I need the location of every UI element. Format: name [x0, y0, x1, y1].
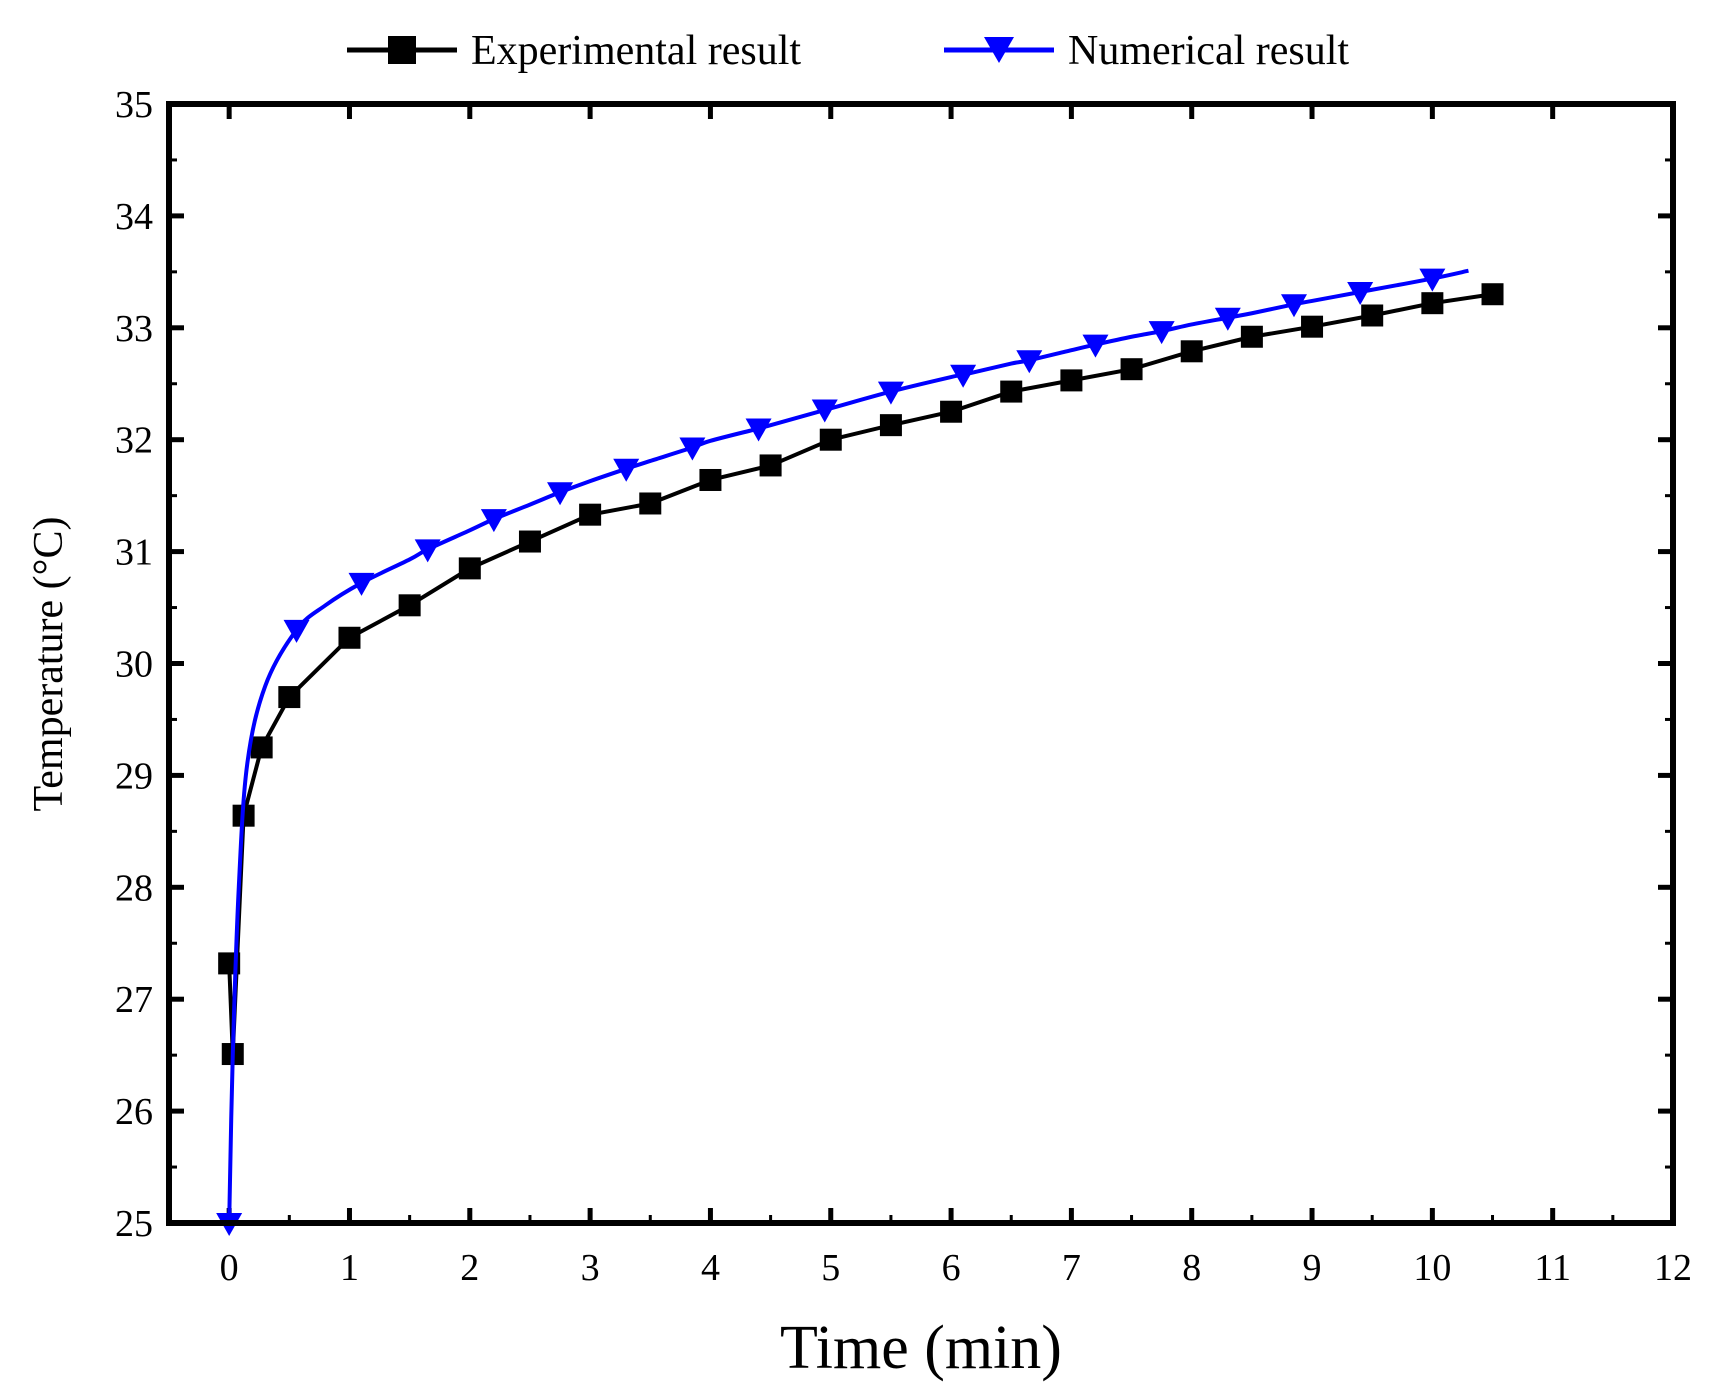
x-axis-title: Time (min)	[780, 1314, 1062, 1382]
x-tick-label: 12	[1654, 1247, 1692, 1289]
x-tick-label: 3	[581, 1247, 600, 1289]
plot-series	[216, 268, 1504, 1236]
data-point-numerical	[1214, 307, 1241, 331]
data-point-experimental	[579, 503, 602, 526]
data-point-experimental	[1361, 304, 1384, 327]
data-point-experimental	[1060, 369, 1083, 392]
tick-marks	[167, 101, 1676, 1226]
legend-label-numerical: Numerical result	[1068, 28, 1349, 74]
legend-item-numerical: Numerical result	[944, 28, 1349, 74]
series-line-numerical	[227, 268, 1469, 1224]
y-tick-label: 33	[115, 308, 153, 350]
data-point-numerical	[1347, 281, 1374, 305]
x-tick-label: 4	[701, 1247, 720, 1289]
plot-frame	[166, 101, 1676, 1226]
data-point-experimental	[879, 414, 902, 437]
data-point-experimental	[278, 686, 301, 709]
y-tick-label: 27	[115, 979, 153, 1021]
data-point-numerical	[414, 539, 441, 563]
data-point-experimental	[518, 530, 541, 553]
y-tick-label: 25	[115, 1203, 153, 1245]
data-point-experimental	[699, 468, 722, 491]
data-point-numerical	[613, 458, 640, 482]
data-point-experimental	[1301, 315, 1324, 338]
x-tick-label: 2	[460, 1247, 479, 1289]
y-tick-label: 29	[115, 755, 153, 797]
data-point-experimental	[458, 557, 481, 580]
y-tick-label: 31	[115, 532, 153, 574]
data-point-numerical	[1419, 268, 1446, 292]
data-point-experimental	[338, 626, 361, 649]
data-point-numerical	[877, 381, 904, 405]
y-tick-label: 34	[115, 196, 153, 238]
x-tick-label: 0	[220, 1247, 239, 1289]
y-axis-title: Temperature (°C)	[26, 517, 72, 812]
data-point-experimental	[1000, 380, 1023, 403]
data-point-experimental	[940, 400, 963, 423]
x-tick-label: 5	[821, 1247, 840, 1289]
x-tick-label: 10	[1413, 1247, 1451, 1289]
y-tick-label: 26	[115, 1091, 153, 1133]
data-point-experimental	[250, 736, 273, 759]
data-point-numerical	[1016, 350, 1043, 374]
data-point-experimental	[1180, 340, 1203, 363]
data-point-numerical	[1148, 321, 1175, 345]
data-point-experimental	[1240, 325, 1263, 348]
data-point-numerical	[547, 482, 574, 506]
data-point-numerical	[950, 364, 977, 388]
data-point-experimental	[398, 594, 421, 617]
legend-marker-experimental	[388, 36, 416, 64]
data-point-experimental	[639, 492, 662, 515]
data-point-experimental	[1120, 358, 1143, 381]
legend-item-experimental: Experimental result	[347, 28, 801, 74]
y-tick-label: 32	[115, 420, 153, 462]
data-point-numerical	[1082, 334, 1109, 358]
data-point-experimental	[759, 454, 782, 477]
x-tick-label: 1	[340, 1247, 359, 1289]
x-tick-label: 6	[942, 1247, 961, 1289]
y-tick-label: 30	[115, 644, 153, 686]
series-line-experimental	[227, 292, 1493, 1057]
x-tick-label: 7	[1062, 1247, 1081, 1289]
data-point-numerical	[480, 509, 507, 533]
data-point-experimental	[1421, 292, 1444, 315]
x-tick-label: 8	[1182, 1247, 1201, 1289]
x-tick-label: 11	[1534, 1247, 1571, 1289]
x-tick-label: 9	[1303, 1247, 1322, 1289]
legend-marker-numerical	[984, 37, 1014, 63]
data-point-numerical	[1280, 294, 1307, 318]
data-point-experimental	[819, 428, 842, 451]
legend: Experimental result Numerical result	[347, 28, 1349, 74]
data-point-numerical	[811, 399, 838, 423]
data-point-numerical	[679, 437, 706, 461]
y-tick-label: 28	[115, 867, 153, 909]
data-point-experimental	[1481, 283, 1504, 306]
y-tick-label: 35	[115, 84, 153, 126]
data-point-numerical	[283, 619, 310, 643]
data-point-numerical	[348, 572, 375, 596]
data-point-numerical	[745, 418, 772, 442]
legend-label-experimental: Experimental result	[471, 28, 801, 74]
